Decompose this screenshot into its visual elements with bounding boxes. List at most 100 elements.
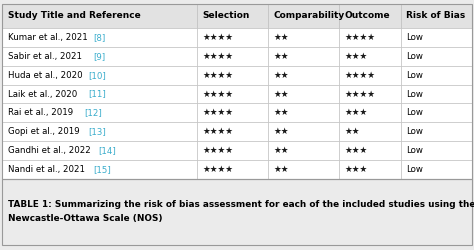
Text: ★★★★: ★★★★ [202, 90, 233, 98]
Text: Kumar et al., 2021: Kumar et al., 2021 [8, 33, 88, 42]
Bar [401, 104, 472, 122]
Text: Low: Low [406, 127, 423, 136]
Text: Rai et al., 2019: Rai et al., 2019 [8, 108, 73, 118]
Text: Low: Low [406, 52, 423, 61]
Text: Nandi et al., 2021: Nandi et al., 2021 [8, 165, 85, 174]
Text: Low: Low [406, 33, 423, 42]
Text: ★★: ★★ [273, 108, 289, 118]
Text: [10]: [10] [89, 71, 106, 80]
Text: ★★★★: ★★★★ [345, 71, 375, 80]
Text: Huda et al., 2020: Huda et al., 2020 [8, 71, 82, 80]
Text: ★★: ★★ [273, 90, 289, 98]
Text: Low: Low [406, 71, 423, 80]
Bar [2, 104, 197, 122]
Text: ★★★★: ★★★★ [202, 71, 233, 80]
Bar [268, 160, 339, 179]
Text: Low: Low [406, 108, 423, 118]
Text: [9]: [9] [93, 52, 105, 61]
Text: ★★★★: ★★★★ [345, 90, 375, 98]
Bar [339, 28, 401, 47]
Text: ★★★★: ★★★★ [202, 146, 233, 155]
Bar [339, 104, 401, 122]
Text: ★★★: ★★★ [345, 165, 368, 174]
Text: Low: Low [406, 165, 423, 174]
Text: [8]: [8] [93, 33, 106, 42]
Text: ★★: ★★ [273, 71, 289, 80]
Bar [2, 179, 472, 245]
Text: [14]: [14] [98, 146, 116, 155]
Bar [197, 4, 268, 28]
Bar [197, 141, 268, 160]
Bar [268, 66, 339, 85]
Text: Sabir et al., 2021: Sabir et al., 2021 [8, 52, 82, 61]
Bar [268, 47, 339, 66]
Bar [339, 141, 401, 160]
Text: Low: Low [406, 90, 423, 98]
Text: ★★★★: ★★★★ [345, 33, 375, 42]
Bar [268, 104, 339, 122]
Bar [401, 160, 472, 179]
Bar [401, 4, 472, 28]
Bar [268, 28, 339, 47]
Text: ★★: ★★ [273, 127, 289, 136]
Text: ★★★★: ★★★★ [202, 52, 233, 61]
Bar [2, 160, 197, 179]
Bar [339, 85, 401, 103]
Bar [339, 47, 401, 66]
Text: Selection: Selection [202, 12, 250, 20]
Bar [197, 104, 268, 122]
Bar [401, 66, 472, 85]
Bar [268, 85, 339, 103]
Text: ★★★: ★★★ [345, 52, 368, 61]
Text: [13]: [13] [89, 127, 106, 136]
Text: Gopi et al., 2019: Gopi et al., 2019 [8, 127, 80, 136]
Bar [2, 4, 197, 28]
Text: Comparability: Comparability [273, 12, 345, 20]
Bar [197, 47, 268, 66]
Bar [197, 28, 268, 47]
Text: Outcome: Outcome [345, 12, 390, 20]
Text: Low: Low [406, 146, 423, 155]
Bar [339, 4, 401, 28]
Bar [197, 160, 268, 179]
Bar [268, 4, 339, 28]
Text: Gandhi et al., 2022: Gandhi et al., 2022 [8, 146, 91, 155]
Bar [2, 141, 197, 160]
Bar [2, 85, 197, 103]
Text: ★★★: ★★★ [345, 146, 368, 155]
Text: ★★★★: ★★★★ [202, 165, 233, 174]
Text: [12]: [12] [84, 108, 101, 118]
Bar [2, 47, 197, 66]
Text: ★★: ★★ [273, 52, 289, 61]
Text: TABLE 1: Summarizing the risk of bias assessment for each of the included studie: TABLE 1: Summarizing the risk of bias as… [8, 200, 474, 209]
Text: [15]: [15] [93, 165, 111, 174]
Text: ★★★: ★★★ [345, 108, 368, 118]
Text: [11]: [11] [89, 90, 106, 98]
Text: Laik et al., 2020: Laik et al., 2020 [8, 90, 77, 98]
Bar [197, 85, 268, 103]
Text: Study Title and Reference: Study Title and Reference [8, 12, 141, 20]
Bar [197, 66, 268, 85]
Text: ★★★★: ★★★★ [202, 127, 233, 136]
Bar [2, 28, 197, 47]
Text: ★★★★: ★★★★ [202, 108, 233, 118]
Text: Risk of Bias: Risk of Bias [406, 12, 465, 20]
Bar [401, 28, 472, 47]
Text: ★★: ★★ [273, 146, 289, 155]
Text: ★★: ★★ [273, 165, 289, 174]
Bar [339, 66, 401, 85]
Bar [2, 122, 197, 141]
Text: ★★: ★★ [273, 33, 289, 42]
Bar [268, 141, 339, 160]
Bar [339, 160, 401, 179]
Bar [401, 141, 472, 160]
Text: ★★: ★★ [345, 127, 360, 136]
Text: ★★★★: ★★★★ [202, 33, 233, 42]
Bar [401, 47, 472, 66]
Bar [197, 122, 268, 141]
Text: Newcastle-Ottawa Scale (NOS): Newcastle-Ottawa Scale (NOS) [8, 214, 163, 224]
Bar [401, 122, 472, 141]
Bar [2, 4, 472, 179]
Bar [339, 122, 401, 141]
Bar [401, 85, 472, 103]
